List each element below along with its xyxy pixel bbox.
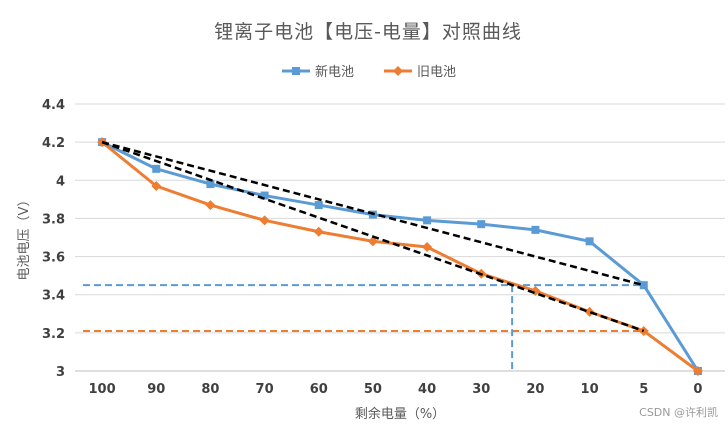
x-tick-label: 0 — [693, 382, 702, 397]
x-tick-label: 30 — [472, 382, 490, 397]
gridlines — [75, 103, 725, 372]
y-tick-label: 4.2 — [42, 136, 65, 151]
legend-label: 新电池 — [315, 64, 354, 80]
legend-marker — [393, 66, 403, 76]
y-tick-label: 3 — [56, 365, 65, 380]
data-point — [259, 215, 270, 226]
data-point — [422, 242, 433, 253]
y-tick-labels: 3 3.2 3.4 3.6 3.8 4 4.2 4.4 — [42, 98, 65, 380]
data-point — [260, 191, 269, 200]
x-tick-label: 5 — [639, 382, 648, 397]
x-tick-label: 90 — [147, 382, 165, 397]
y-tick-label: 3.2 — [42, 327, 65, 342]
data-point — [639, 281, 648, 290]
legend-marker — [292, 67, 300, 75]
legend-label: 旧电池 — [417, 65, 456, 80]
series-layer — [97, 137, 703, 376]
series-line — [101, 140, 699, 373]
trend-lines — [101, 140, 645, 333]
data-point — [692, 366, 703, 376]
data-point — [584, 306, 595, 317]
x-tick-labels: 100 90 80 70 60 50 40 30 20 10 5 0 — [89, 382, 703, 397]
data-point — [585, 237, 594, 246]
trend-line — [101, 140, 645, 287]
chart-title: 锂离子电池【电压-电量】对照曲线 — [214, 21, 522, 43]
x-tick-label: 50 — [364, 382, 382, 397]
reference-lines — [83, 284, 644, 371]
data-point — [367, 236, 378, 247]
x-tick-label: 70 — [256, 382, 274, 397]
legend-item: 旧电池 — [384, 65, 456, 80]
data-point — [314, 201, 323, 210]
x-axis-label: 剩余电量（%） — [355, 406, 445, 422]
x-tick-label: 60 — [310, 382, 328, 397]
data-point — [477, 220, 486, 229]
watermark: CSDN @许利凯 — [639, 406, 718, 419]
data-point — [205, 200, 216, 211]
legend-item: 新电池 — [282, 64, 354, 80]
x-tick-label: 100 — [89, 382, 116, 397]
y-axis-label: 电池电压（V） — [17, 194, 32, 281]
x-tick-label: 10 — [581, 382, 599, 397]
data-point — [313, 226, 324, 237]
trend-line — [101, 140, 645, 333]
y-tick-label: 3.4 — [42, 289, 65, 304]
data-point — [151, 181, 162, 192]
series-line — [101, 140, 700, 372]
y-tick-label: 4.4 — [42, 98, 65, 113]
x-tick-label: 40 — [418, 382, 436, 397]
x-tick-label: 80 — [201, 382, 219, 397]
y-tick-label: 3.6 — [42, 251, 65, 266]
data-point — [206, 180, 215, 189]
data-point — [531, 225, 540, 234]
legend: 新电池 旧电池 — [282, 64, 456, 80]
x-tick-label: 20 — [526, 382, 544, 397]
data-point — [152, 164, 161, 173]
y-tick-label: 4 — [56, 174, 65, 189]
data-point — [423, 216, 432, 225]
y-tick-label: 3.8 — [42, 212, 65, 227]
